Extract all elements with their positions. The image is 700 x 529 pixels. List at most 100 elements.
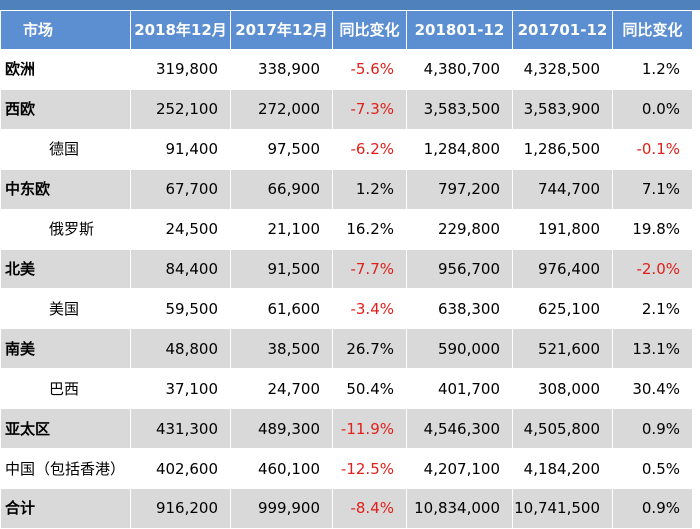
value-dec-2017-cell: 38,500 — [230, 328, 333, 370]
value-ytd-2017-cell: 3,583,900 — [512, 88, 613, 130]
value-dec-2018-cell: 431,300 — [130, 408, 231, 450]
header-monthly-change: 同比变化 — [332, 10, 407, 50]
value-dec-2018-cell: 84,400 — [130, 248, 231, 290]
ytd-change-cell: 1.2% — [612, 49, 693, 90]
value-dec-2017-cell: 338,900 — [230, 49, 333, 90]
monthly-change-cell: -6.2% — [332, 128, 407, 170]
ytd-change-cell: -0.1% — [612, 128, 693, 170]
table-row: 北美 84,400 91,500 -7.7% 956,700 976,400 -2.0% — [0, 248, 693, 290]
value-dec-2017-cell: 24,700 — [230, 368, 333, 410]
value-ytd-2018-cell: 638,300 — [406, 288, 513, 330]
value-dec-2018-cell: 91,400 — [130, 128, 231, 170]
value-dec-2017-cell: 91,500 — [230, 248, 333, 290]
value-ytd-2017-cell: 625,100 — [512, 288, 613, 330]
value-dec-2017-cell: 999,900 — [230, 487, 333, 529]
value-ytd-2017-cell: 10,741,500 — [512, 487, 613, 529]
market-name-cell: 亚太区 — [0, 408, 131, 450]
market-name-cell: 欧洲 — [0, 49, 131, 90]
table-row: 俄罗斯 24,500 21,100 16.2% 229,800 191,800 19.8% — [0, 208, 693, 250]
market-name-cell: 西欧 — [0, 88, 131, 130]
table-row: 中东欧 67,700 66,900 1.2% 797,200 744,700 7.1% — [0, 168, 693, 210]
monthly-change-cell: -8.4% — [332, 487, 407, 529]
ytd-change-cell: 7.1% — [612, 168, 693, 210]
header-dec-2017: 2017年12月 — [230, 10, 333, 50]
value-dec-2017-cell: 97,500 — [230, 128, 333, 170]
value-ytd-2018-cell: 590,000 — [406, 328, 513, 370]
value-dec-2018-cell: 916,200 — [130, 487, 231, 529]
ytd-change-cell: 30.4% — [612, 368, 693, 410]
value-dec-2017-cell: 21,100 — [230, 208, 333, 250]
value-dec-2018-cell: 48,800 — [130, 328, 231, 370]
value-dec-2018-cell: 252,100 — [130, 88, 231, 130]
value-ytd-2018-cell: 4,380,700 — [406, 49, 513, 90]
market-name-cell: 中国（包括香港） — [0, 448, 131, 489]
value-ytd-2018-cell: 4,207,100 — [406, 448, 513, 489]
monthly-change-cell: 50.4% — [332, 368, 407, 410]
ytd-change-cell: 0.0% — [612, 88, 693, 130]
monthly-change-cell: -5.6% — [332, 49, 407, 90]
value-ytd-2017-cell: 1,286,500 — [512, 128, 613, 170]
table-row: 合计 916,200 999,900 -8.4% 10,834,000 10,741,50… — [0, 487, 693, 529]
value-ytd-2017-cell: 521,600 — [512, 328, 613, 370]
ytd-change-cell: 0.9% — [612, 487, 693, 529]
value-ytd-2018-cell: 956,700 — [406, 248, 513, 290]
value-dec-2017-cell: 272,000 — [230, 88, 333, 130]
header-ytd-2018: 201801-12 — [406, 10, 513, 50]
value-ytd-2018-cell: 10,834,000 — [406, 487, 513, 529]
table-row: 巴西 37,100 24,700 50.4% 401,700 308,000 30.4% — [0, 368, 693, 410]
value-dec-2017-cell: 61,600 — [230, 288, 333, 330]
value-ytd-2017-cell: 191,800 — [512, 208, 613, 250]
market-name-cell: 美国 — [0, 288, 131, 330]
header-dec-2018: 2018年12月 — [130, 10, 231, 50]
sales-table: 市场 2018年12月 2017年12月 同比变化 201801-12 2017… — [0, 10, 693, 529]
value-ytd-2018-cell: 797,200 — [406, 168, 513, 210]
value-ytd-2017-cell: 976,400 — [512, 248, 613, 290]
value-dec-2018-cell: 319,800 — [130, 49, 231, 90]
value-ytd-2018-cell: 229,800 — [406, 208, 513, 250]
monthly-change-cell: 1.2% — [332, 168, 407, 210]
value-ytd-2018-cell: 3,583,500 — [406, 88, 513, 130]
header-ytd-2017: 201701-12 — [512, 10, 613, 50]
value-ytd-2018-cell: 401,700 — [406, 368, 513, 410]
value-dec-2018-cell: 37,100 — [130, 368, 231, 410]
top-border-strip — [0, 0, 700, 10]
value-ytd-2017-cell: 4,328,500 — [512, 49, 613, 90]
value-ytd-2017-cell: 744,700 — [512, 168, 613, 210]
value-dec-2017-cell: 489,300 — [230, 408, 333, 450]
ytd-change-cell: 0.5% — [612, 448, 693, 489]
monthly-change-cell: 26.7% — [332, 328, 407, 370]
monthly-change-cell: -7.7% — [332, 248, 407, 290]
market-name-cell: 合计 — [0, 487, 131, 529]
market-name-cell: 南美 — [0, 328, 131, 370]
value-dec-2018-cell: 24,500 — [130, 208, 231, 250]
monthly-change-cell: -3.4% — [332, 288, 407, 330]
value-dec-2018-cell: 59,500 — [130, 288, 231, 330]
market-name-cell: 德国 — [0, 128, 131, 170]
ytd-change-cell: 2.1% — [612, 288, 693, 330]
value-dec-2017-cell: 66,900 — [230, 168, 333, 210]
table-row: 南美 48,800 38,500 26.7% 590,000 521,600 13.1% — [0, 328, 693, 370]
monthly-change-cell: 16.2% — [332, 208, 407, 250]
table-row: 中国（包括香港） 402,600 460,100 -12.5% 4,207,100 4,1… — [0, 448, 693, 489]
monthly-change-cell: -12.5% — [332, 448, 407, 489]
table-header-row: 市场 2018年12月 2017年12月 同比变化 201801-12 2017… — [0, 10, 693, 50]
market-name-cell: 巴西 — [0, 368, 131, 410]
value-ytd-2018-cell: 4,546,300 — [406, 408, 513, 450]
market-name-cell: 中东欧 — [0, 168, 131, 210]
table-row: 欧洲 319,800 338,900 -5.6% 4,380,700 4,328,500 1… — [0, 49, 693, 90]
value-ytd-2017-cell: 4,184,200 — [512, 448, 613, 489]
table-row: 美国 59,500 61,600 -3.4% 638,300 625,100 2.1% — [0, 288, 693, 330]
value-dec-2017-cell: 460,100 — [230, 448, 333, 489]
table-row: 亚太区 431,300 489,300 -11.9% 4,546,300 4,505,80… — [0, 408, 693, 450]
header-ytd-change: 同比变化 — [612, 10, 693, 50]
value-dec-2018-cell: 402,600 — [130, 448, 231, 489]
value-dec-2018-cell: 67,700 — [130, 168, 231, 210]
market-name-cell: 北美 — [0, 248, 131, 290]
value-ytd-2017-cell: 4,505,800 — [512, 408, 613, 450]
value-ytd-2018-cell: 1,284,800 — [406, 128, 513, 170]
value-ytd-2017-cell: 308,000 — [512, 368, 613, 410]
ytd-change-cell: 13.1% — [612, 328, 693, 370]
header-market: 市场 — [0, 10, 131, 50]
ytd-change-cell: 19.8% — [612, 208, 693, 250]
monthly-change-cell: -7.3% — [332, 88, 407, 130]
